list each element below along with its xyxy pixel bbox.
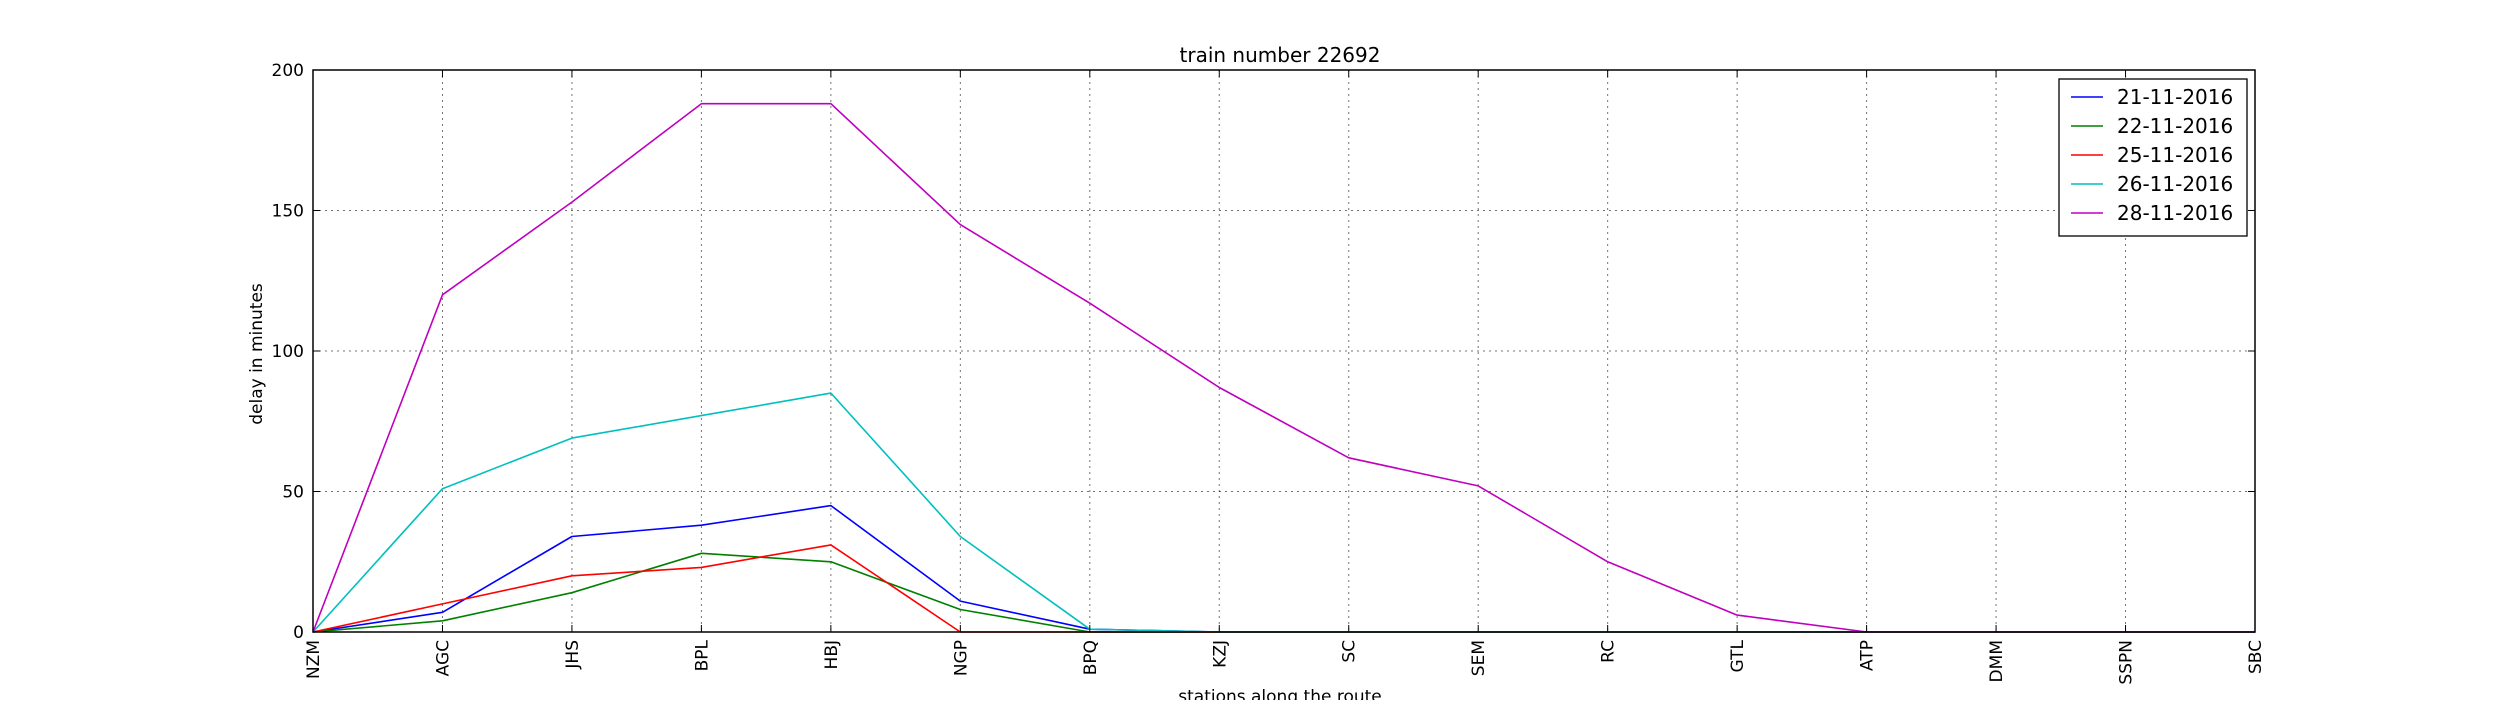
y-axis-label: delay in minutes	[247, 283, 267, 425]
x-tick-label: AGC	[433, 640, 453, 676]
legend-label: 21-11-2016	[2117, 85, 2233, 109]
y-tick-label: 50	[282, 483, 304, 503]
legend-label: 28-11-2016	[2117, 201, 2233, 225]
x-tick-label: RC	[1599, 640, 1619, 663]
legend-label: 26-11-2016	[2117, 172, 2233, 196]
y-tick-label: 200	[272, 61, 304, 81]
y-tick-label: 0	[293, 623, 304, 643]
legend-label: 22-11-2016	[2117, 114, 2233, 138]
x-tick-label: BPL	[692, 639, 712, 671]
x-tick-label: SBC	[2246, 640, 2266, 674]
x-tick-label: HBJ	[822, 640, 842, 669]
legend-box	[2058, 78, 2248, 237]
x-tick-label: BPQ	[1081, 640, 1101, 675]
y-tick-label: 150	[272, 202, 304, 222]
axis-ticks: NZM AGC JHS BPL HBJ NGP BPQ KZJ SC SEM RC GTL ATP DMM…	[272, 61, 2266, 685]
x-tick-label: JHS	[563, 640, 583, 670]
chart-title: train number 22692	[1180, 43, 1381, 67]
legend: 21-11-2016 22-11-2016 25-11-2016 26-11-2016…	[2058, 78, 2248, 237]
x-tick-label: SC	[1340, 640, 1360, 663]
x-tick-label: ATP	[1858, 640, 1878, 671]
x-tick-label: DMM	[1987, 640, 2007, 682]
grid-lines	[313, 70, 2255, 632]
y-tick-label: 100	[272, 342, 304, 362]
x-tick-label: KZJ	[1210, 640, 1230, 668]
x-tick-label: SSPN	[2117, 640, 2137, 685]
x-tick-label: NZM	[304, 640, 324, 679]
legend-label: 25-11-2016	[2117, 143, 2233, 167]
x-axis-label: stations along the route	[1178, 687, 1382, 700]
x-tick-label: SEM	[1469, 640, 1489, 676]
x-tick-label: NGP	[951, 640, 971, 676]
x-tick-label: GTL	[1728, 639, 1748, 672]
